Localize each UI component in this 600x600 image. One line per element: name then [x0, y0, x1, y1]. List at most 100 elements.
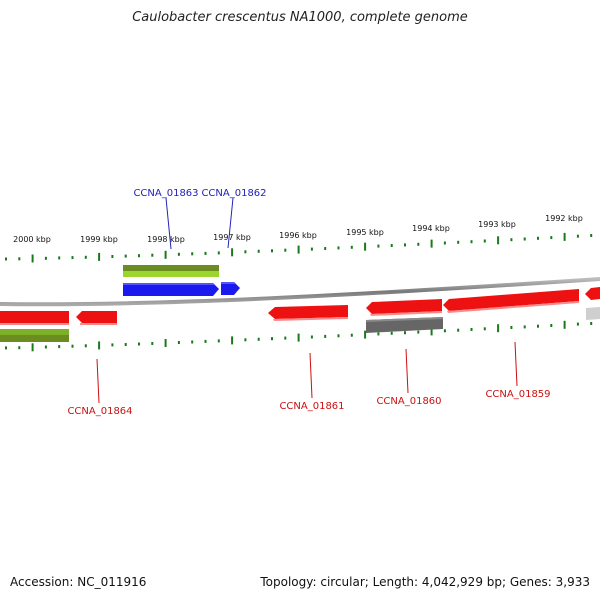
minor-tick	[404, 331, 406, 335]
minor-tick	[284, 336, 287, 340]
minor-tick	[271, 337, 273, 341]
minor-tick	[191, 252, 194, 256]
connector-ccna-01860	[405, 348, 409, 394]
major-tick	[164, 339, 167, 347]
minor-tick	[537, 236, 539, 240]
minor-tick	[350, 245, 353, 249]
major-tick	[98, 341, 101, 350]
minor-tick	[457, 328, 460, 332]
gene-ccna-01863[interactable]	[123, 283, 219, 296]
scale-label-1998: 1998 kbp	[147, 235, 185, 244]
minor-tick	[177, 252, 180, 256]
minor-tick	[217, 251, 220, 255]
major-tick	[497, 324, 500, 333]
scale-label-1993: 1993 kbp	[478, 220, 516, 229]
minor-tick	[71, 344, 74, 348]
gene-ccna-01864-left[interactable]	[0, 311, 69, 325]
major-tick	[430, 327, 433, 336]
minor-tick	[337, 334, 340, 338]
minor-tick	[5, 257, 7, 261]
gene-label-ccna-01864[interactable]: CCNA_01864	[67, 406, 132, 417]
minor-tick	[257, 249, 260, 253]
minor-tick	[204, 339, 207, 343]
gene-feature-green[interactable]	[123, 265, 219, 277]
gene-ccna-01862[interactable]	[221, 282, 240, 295]
minor-tick	[417, 242, 420, 246]
minor-tick	[111, 343, 114, 347]
major-tick	[297, 333, 300, 342]
gene-label-ccna-01859[interactable]: CCNA_01859	[485, 389, 550, 400]
gene-ccna-01859[interactable]	[443, 289, 579, 313]
major-tick	[31, 343, 34, 352]
minor-tick	[58, 345, 61, 349]
minor-tick	[217, 339, 220, 343]
gene-feature-red-edge[interactable]	[585, 287, 600, 300]
gene-feature-gray[interactable]	[366, 317, 443, 333]
minor-tick	[18, 346, 21, 350]
major-tick	[231, 248, 234, 257]
gene-ccna-01864[interactable]	[76, 311, 117, 325]
minor-tick	[470, 328, 473, 331]
scale-label-1999: 1999 kbp	[80, 235, 118, 244]
minor-tick	[404, 243, 406, 247]
minor-tick	[151, 253, 154, 257]
gene-feature-olive[interactable]	[0, 329, 69, 342]
minor-tick	[84, 255, 87, 259]
minor-tick	[417, 330, 420, 334]
minor-tick	[590, 322, 593, 325]
genome-summary-text: Topology: circular; Length: 4,042,929 bp…	[260, 575, 590, 589]
minor-tick	[18, 257, 21, 261]
minor-tick	[71, 256, 74, 260]
minor-tick	[377, 332, 380, 336]
minor-tick	[576, 234, 579, 238]
major-tick	[98, 252, 101, 261]
minor-tick	[510, 326, 513, 329]
minor-tick	[443, 241, 446, 245]
accession-text: Accession: NC_011916	[10, 575, 147, 589]
minor-tick	[271, 249, 273, 253]
gene-ccna-01861[interactable]	[268, 305, 348, 321]
scale-label-1994: 1994 kbp	[412, 224, 450, 233]
major-tick	[497, 236, 500, 245]
minor-tick	[350, 333, 353, 337]
minor-tick	[138, 342, 140, 346]
minor-tick	[550, 324, 553, 327]
minor-tick	[44, 256, 47, 260]
minor-tick	[244, 338, 247, 342]
minor-tick	[483, 239, 486, 243]
minor-tick	[324, 247, 327, 250]
gene-label-ccna-01860[interactable]: CCNA_01860	[376, 396, 441, 407]
minor-tick	[138, 254, 140, 258]
minor-tick	[457, 240, 460, 244]
minor-tick	[177, 341, 180, 344]
gene-ccna-01860[interactable]	[366, 299, 442, 316]
major-tick	[430, 239, 433, 248]
connector-ccna-01864	[96, 358, 100, 404]
gene-feature-gray-edge[interactable]	[586, 307, 600, 320]
minor-tick	[84, 344, 87, 348]
minor-tick	[58, 256, 61, 260]
major-tick	[231, 336, 234, 345]
major-tick	[31, 254, 34, 263]
major-tick	[563, 232, 566, 241]
minor-tick	[151, 342, 154, 345]
minor-tick	[257, 337, 260, 341]
gene-label-ccna-01861[interactable]: CCNA_01861	[279, 401, 344, 412]
minor-tick	[377, 244, 380, 248]
minor-tick	[204, 251, 207, 255]
scale-ticks-top	[5, 232, 593, 263]
connector-ccna-01859	[514, 341, 518, 387]
minor-tick	[483, 327, 486, 331]
scale-label-1995: 1995 kbp	[346, 228, 384, 237]
minor-tick	[310, 247, 313, 251]
gene-label-ccna-01863[interactable]: CCNA_01863	[133, 188, 198, 199]
minor-tick	[111, 255, 114, 258]
major-tick	[364, 330, 367, 339]
major-tick	[563, 320, 566, 329]
scale-label-1996: 1996 kbp	[279, 231, 317, 240]
minor-tick	[523, 325, 526, 329]
minor-tick	[44, 345, 47, 349]
scale-label-1992: 1992 kbp	[545, 214, 583, 223]
gene-label-ccna-01862[interactable]: CCNA_01862	[201, 188, 266, 199]
